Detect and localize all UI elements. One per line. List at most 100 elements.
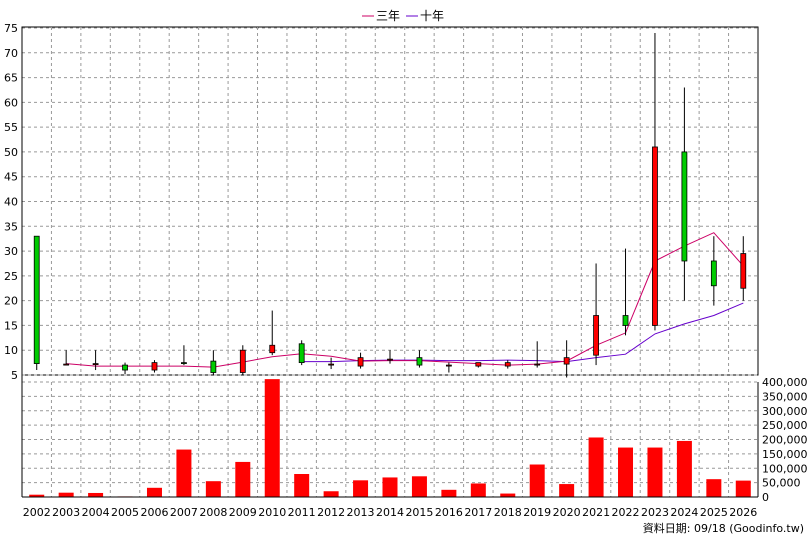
price-tick-label: 75 — [4, 22, 18, 35]
year-tick-label: 2018 — [494, 506, 522, 519]
volume-bar — [618, 447, 634, 497]
volume-bar — [706, 479, 722, 497]
year-tick-label: 2003 — [52, 506, 80, 519]
price-axis: 5 10 15 20 25 30 35 40 45 50 55 60 65 70 75 — [4, 22, 18, 382]
volume-tick-label: 0 — [762, 491, 769, 504]
volume-bar — [382, 477, 398, 497]
candle-body — [298, 343, 305, 364]
candle-body — [387, 358, 393, 361]
candle-body — [504, 362, 511, 367]
price-tick-label: 15 — [4, 319, 18, 332]
year-tick-label: 2014 — [376, 506, 404, 519]
legend: 三年 十年 — [362, 9, 444, 23]
year-tick-label: 2017 — [464, 506, 492, 519]
candlesticks — [33, 32, 747, 378]
candle-body — [181, 362, 187, 365]
year-tick-label: 2015 — [405, 506, 433, 519]
grid — [21, 26, 759, 498]
year-tick-label: 2005 — [111, 506, 139, 519]
volume-tick-label: 300,000 — [762, 405, 808, 418]
price-tick-label: 25 — [4, 270, 18, 283]
year-tick-label: 2009 — [229, 506, 257, 519]
volume-bar — [176, 449, 192, 497]
candle-body — [593, 315, 599, 356]
volume-bar — [353, 480, 369, 497]
year-tick-label: 2004 — [82, 506, 110, 519]
volume-bar — [146, 487, 162, 497]
year-tick-label: 2024 — [670, 506, 698, 519]
candle-body — [269, 344, 276, 354]
price-tick-label: 35 — [4, 220, 18, 233]
price-tick-label: 45 — [4, 171, 18, 184]
price-tick-label: 5 — [11, 369, 18, 382]
candle-body — [63, 363, 70, 366]
volume-bar — [500, 493, 516, 497]
year-tick-label: 2020 — [553, 506, 581, 519]
legend-label-10yr: 十年 — [420, 9, 444, 23]
price-tick-label: 70 — [4, 47, 18, 60]
candle-body — [239, 349, 246, 373]
price-tick-label: 30 — [4, 245, 18, 258]
volume-bar — [264, 379, 280, 497]
price-tick-label: 55 — [4, 121, 18, 134]
volume-tick-label: 100,000 — [762, 462, 808, 475]
volume-tick-label: 250,000 — [762, 419, 808, 432]
volume-bar — [441, 489, 457, 497]
volume-tick-label: 150,000 — [762, 448, 808, 461]
candle-body — [563, 357, 570, 365]
candle-body — [710, 260, 717, 287]
year-tick-label: 2002 — [23, 506, 51, 519]
moving-average-lines — [66, 232, 744, 368]
volume-bar — [735, 480, 751, 497]
volume-bar — [235, 461, 251, 497]
volume-bar — [588, 437, 604, 497]
volume-tick-label: 350,000 — [762, 390, 808, 403]
year-tick-label: 2006 — [140, 506, 168, 519]
year-tick-label: 2016 — [435, 506, 463, 519]
volume-bar — [294, 474, 310, 497]
year-tick-label: 2010 — [258, 506, 286, 519]
candle-body — [33, 235, 40, 364]
ma-3yr-line — [66, 232, 744, 368]
price-tick-label: 65 — [4, 72, 18, 85]
year-axis: 2002 2003 2004 2005 2006 2007 2008 2009 2010 2011… — [23, 506, 758, 519]
year-tick-label: 2023 — [641, 506, 669, 519]
volume-tick-label: 50,000 — [762, 477, 801, 490]
price-tick-label: 60 — [4, 96, 18, 109]
year-tick-label: 2022 — [612, 506, 640, 519]
year-tick-label: 2008 — [199, 506, 227, 519]
volume-bar — [323, 491, 339, 497]
volume-bars — [29, 379, 751, 497]
price-tick-label: 10 — [4, 344, 18, 357]
axes — [21, 27, 759, 498]
candle-body — [151, 362, 158, 371]
volume-bar — [529, 464, 545, 497]
volume-tick-label: 400,000 — [762, 376, 808, 389]
candle-body — [416, 357, 423, 366]
candle-body — [740, 253, 747, 289]
volume-bar — [58, 492, 74, 497]
volume-tick-label: 200,000 — [762, 434, 808, 447]
volume-bar — [205, 481, 221, 497]
volume-bar — [559, 484, 575, 497]
price-tick-label: 20 — [4, 295, 18, 308]
volume-bar — [29, 494, 45, 497]
year-tick-label: 2007 — [170, 506, 198, 519]
candle-body — [210, 360, 217, 373]
volume-bar — [676, 440, 692, 497]
candle-body — [122, 364, 128, 371]
year-tick-label: 2026 — [729, 506, 757, 519]
candle-body — [622, 315, 629, 326]
year-tick-label: 2021 — [582, 506, 610, 519]
year-tick-label: 2019 — [523, 506, 551, 519]
legend-label-3yr: 三年 — [376, 9, 400, 23]
price-tick-label: 50 — [4, 146, 18, 159]
year-tick-label: 2013 — [347, 506, 375, 519]
candle-body — [681, 151, 688, 262]
footer-date: 資料日期: 09/18 (Goodinfo.tw) — [643, 521, 804, 535]
volume-bar — [88, 492, 104, 497]
candle-body — [445, 364, 452, 367]
candle-body — [328, 363, 335, 366]
price-tick-label: 40 — [4, 196, 18, 209]
